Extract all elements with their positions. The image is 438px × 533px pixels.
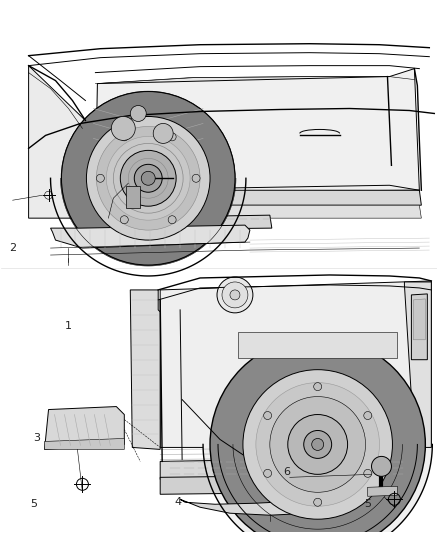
- Circle shape: [120, 150, 176, 206]
- Polygon shape: [238, 332, 397, 358]
- Circle shape: [86, 117, 210, 240]
- Circle shape: [243, 370, 392, 519]
- Polygon shape: [95, 69, 419, 192]
- Circle shape: [217, 277, 253, 313]
- Text: 5: 5: [364, 499, 371, 509]
- Polygon shape: [413, 299, 425, 340]
- Circle shape: [371, 456, 392, 477]
- Circle shape: [61, 92, 235, 265]
- Circle shape: [264, 470, 272, 478]
- Circle shape: [120, 216, 128, 224]
- Circle shape: [288, 415, 348, 474]
- Circle shape: [314, 383, 321, 391]
- Circle shape: [96, 126, 200, 230]
- Polygon shape: [45, 439, 124, 449]
- Circle shape: [111, 117, 135, 140]
- Circle shape: [153, 124, 173, 143]
- Polygon shape: [85, 190, 421, 205]
- Polygon shape: [85, 205, 421, 218]
- Circle shape: [106, 136, 190, 220]
- Polygon shape: [45, 407, 124, 449]
- Polygon shape: [160, 457, 407, 479]
- Polygon shape: [345, 461, 374, 495]
- Text: 5: 5: [30, 499, 37, 509]
- Polygon shape: [28, 66, 95, 218]
- Circle shape: [312, 439, 324, 450]
- Circle shape: [168, 133, 176, 141]
- Circle shape: [141, 171, 155, 185]
- Text: 6: 6: [283, 467, 290, 477]
- Circle shape: [222, 282, 248, 308]
- Circle shape: [134, 164, 162, 192]
- Polygon shape: [50, 225, 250, 248]
- Polygon shape: [203, 445, 432, 533]
- Polygon shape: [85, 215, 272, 230]
- Circle shape: [168, 216, 176, 224]
- Polygon shape: [130, 290, 160, 449]
- Circle shape: [96, 174, 104, 182]
- Polygon shape: [160, 281, 431, 447]
- Polygon shape: [404, 282, 431, 447]
- Polygon shape: [367, 486, 397, 496]
- Circle shape: [61, 92, 235, 265]
- Circle shape: [364, 470, 372, 478]
- Circle shape: [256, 383, 379, 506]
- Polygon shape: [97, 77, 388, 131]
- Polygon shape: [126, 186, 140, 208]
- Text: 2: 2: [9, 243, 17, 253]
- Circle shape: [192, 174, 200, 182]
- Circle shape: [210, 337, 425, 533]
- Circle shape: [264, 411, 272, 419]
- Circle shape: [364, 411, 372, 419]
- Polygon shape: [160, 474, 411, 494]
- Polygon shape: [411, 294, 427, 360]
- Circle shape: [270, 397, 366, 492]
- Polygon shape: [180, 495, 360, 515]
- Text: 1: 1: [65, 321, 72, 331]
- Circle shape: [314, 498, 321, 506]
- Circle shape: [304, 431, 332, 458]
- Circle shape: [130, 106, 146, 122]
- Text: 3: 3: [33, 433, 40, 442]
- Circle shape: [120, 133, 128, 141]
- Text: 4: 4: [174, 497, 181, 507]
- Circle shape: [230, 290, 240, 300]
